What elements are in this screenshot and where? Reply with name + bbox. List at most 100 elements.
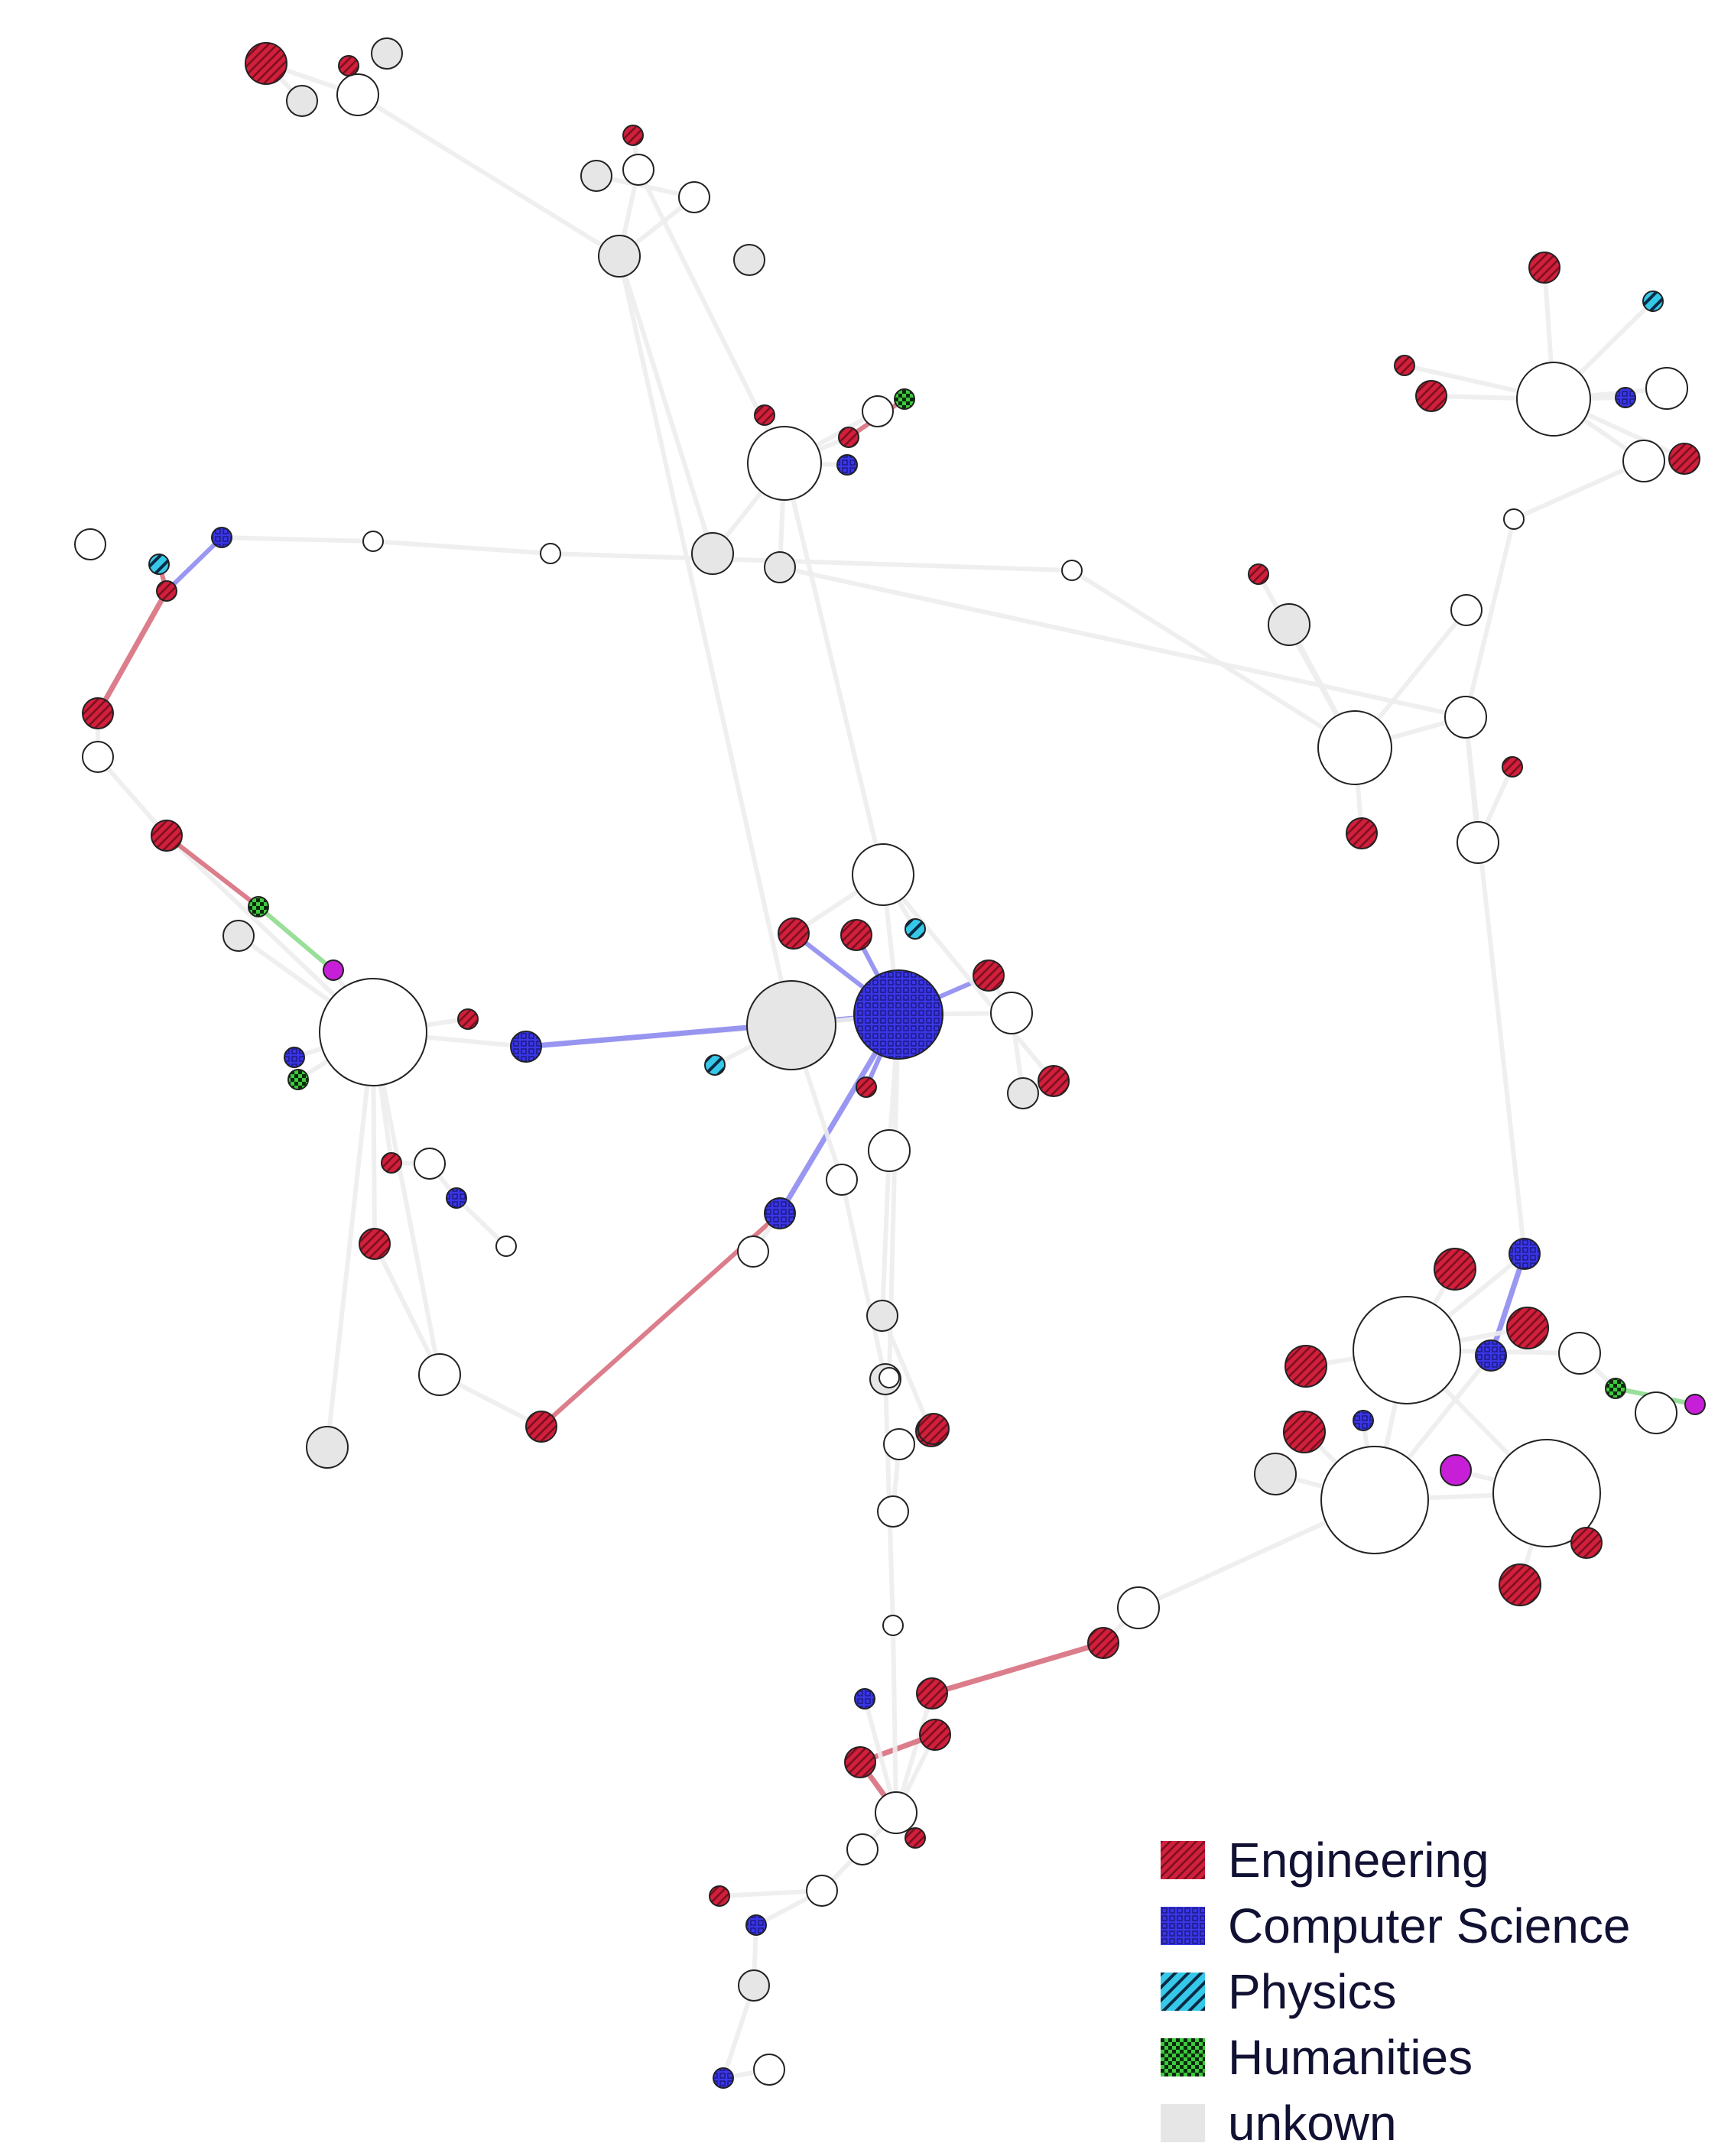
node-c2-engineering — [754, 404, 775, 426]
legend-item-unknown: unkown — [1161, 2090, 1630, 2156]
edge-i6-n8 — [1512, 459, 1646, 521]
node-g2-cs — [853, 969, 943, 1060]
node-l3-unknown — [738, 1969, 770, 2002]
node-i7-engineering — [1415, 380, 1447, 412]
node-f3-engineering — [457, 1008, 479, 1030]
node-j6-engineering — [1284, 1345, 1327, 1388]
node-b5-unknown — [580, 160, 612, 192]
node-f4-cs — [284, 1047, 305, 1068]
node-g13-none — [826, 1164, 858, 1196]
edge-n4-h1 — [1070, 568, 1357, 750]
node-f5-humanities — [287, 1069, 309, 1090]
node-i1-none — [1516, 362, 1591, 437]
node-b2-none — [622, 154, 654, 186]
node-g12-physics — [704, 1054, 726, 1076]
node-j2-none — [1320, 1446, 1429, 1554]
node-f11-unknown — [306, 1426, 349, 1469]
edge-c8-h2 — [778, 565, 1468, 719]
legend-label-unknown: unkown — [1228, 2096, 1397, 2151]
node-n6-none — [540, 543, 561, 564]
node-c6-humanities — [894, 388, 915, 410]
node-l6-engineering — [709, 1885, 730, 1907]
node-n3-none — [882, 1615, 904, 1636]
node-k5-none — [875, 1791, 917, 1834]
node-n4-none — [1061, 560, 1083, 581]
node-h3-engineering — [1248, 563, 1269, 585]
edge-l2-l6 — [717, 1888, 824, 1898]
node-c7-unknown — [691, 532, 734, 575]
node-f2-cs — [510, 1031, 542, 1063]
node-j17-engineering — [1506, 1307, 1549, 1349]
node-k3-cs — [854, 1688, 875, 1710]
edge-a2-b1 — [356, 93, 622, 258]
node-j13-magenta — [1684, 1394, 1706, 1415]
node-j15-engineering — [1570, 1527, 1603, 1559]
edge-f1-f11 — [325, 1030, 375, 1450]
node-f12-none — [495, 1235, 517, 1257]
node-e5-magenta — [323, 959, 344, 981]
node-i5-physics — [1642, 291, 1664, 312]
legend-swatch-engineering — [1161, 1841, 1205, 1879]
legend-label-computer-science: Computer Science — [1228, 1898, 1631, 1953]
node-b4-none — [678, 181, 710, 213]
edge-b1-g1 — [617, 254, 794, 1028]
edge-b1-c7 — [617, 254, 715, 556]
node-h2-none — [1444, 696, 1487, 739]
edge-c1-g3 — [782, 461, 885, 877]
node-j8-cs — [1475, 1339, 1507, 1372]
nodes-layer — [74, 37, 1706, 2089]
node-i2-engineering — [1528, 252, 1560, 284]
node-f9-engineering — [359, 1228, 391, 1260]
edge-e4-e5 — [256, 904, 336, 972]
node-d4-none — [74, 528, 106, 560]
node-i8-none — [1645, 367, 1688, 410]
edge-n8-h2 — [1463, 517, 1516, 719]
node-l4-cs — [713, 2067, 734, 2089]
node-g9-engineering — [1038, 1065, 1070, 1097]
node-g7-engineering — [973, 959, 1005, 992]
edge-f9-f10 — [372, 1242, 442, 1377]
node-j12-humanities — [1605, 1378, 1626, 1399]
node-e2-none — [82, 741, 114, 773]
node-k8-engineering — [904, 1827, 926, 1849]
node-c4-none — [862, 395, 894, 427]
node-g5-engineering — [840, 919, 872, 951]
node-n1-engineering — [856, 1076, 877, 1098]
legend-item-humanities: Humanities — [1161, 2024, 1630, 2090]
legend-label-engineering: Engineering — [1228, 1833, 1489, 1888]
edge-j4-j8 — [1488, 1251, 1528, 1359]
legend-swatch-physics — [1161, 1973, 1205, 2011]
node-a2-none — [336, 73, 379, 116]
node-m4-none — [877, 1495, 909, 1528]
node-i9-engineering — [1394, 355, 1415, 376]
node-j18-unknown — [1254, 1453, 1297, 1495]
node-h7-engineering — [1502, 756, 1523, 778]
node-d1-cs — [211, 527, 232, 548]
legend-item-computer-science: Computer Science — [1161, 1893, 1630, 1959]
edge-d1-d5 — [219, 535, 375, 544]
node-g10-none — [868, 1129, 911, 1172]
edge-f8-f12 — [454, 1196, 508, 1248]
legend-label-humanities: Humanities — [1228, 2030, 1473, 2085]
node-n7-none — [1450, 594, 1483, 626]
legend: Engineering Computer Science Physics Hum… — [1161, 1827, 1630, 2156]
node-n5-none — [878, 1367, 900, 1388]
node-l1-cs — [745, 1914, 767, 1936]
node-j9-magenta — [1440, 1454, 1472, 1486]
node-m5-unknown — [866, 1300, 898, 1332]
node-i3-engineering — [1668, 443, 1700, 475]
node-h5-none — [1457, 821, 1499, 864]
node-h1-none — [1317, 710, 1392, 785]
node-d2-engineering — [156, 580, 177, 602]
legend-swatch-humanities — [1161, 2038, 1205, 2076]
node-g1-unknown — [746, 980, 836, 1070]
node-b3-engineering — [622, 125, 644, 146]
node-f8-cs — [446, 1187, 467, 1209]
node-j4-cs — [1509, 1238, 1541, 1270]
edge-n6-n4 — [548, 551, 1074, 573]
node-j3-none — [1492, 1439, 1601, 1547]
edge-f1-f10 — [371, 1030, 442, 1377]
node-d3-physics — [148, 554, 170, 575]
node-f13-engineering — [525, 1411, 557, 1443]
